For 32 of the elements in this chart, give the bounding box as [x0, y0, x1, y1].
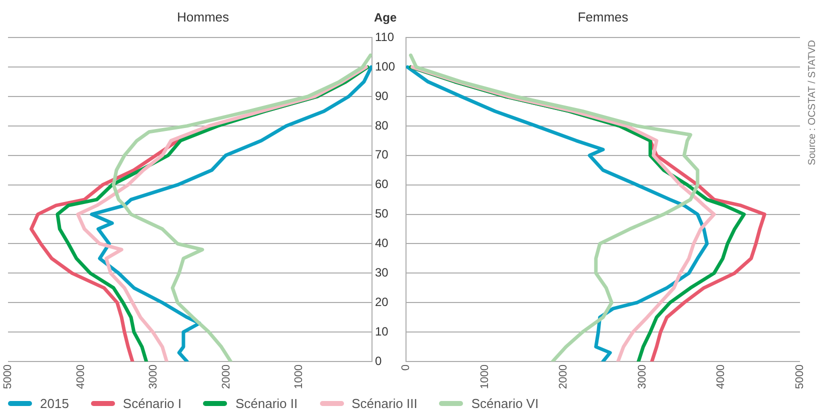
legend-label: Scénario I — [122, 396, 182, 411]
y-tick-label: 0 — [374, 354, 382, 368]
y-tick-label: 100 — [374, 59, 396, 74]
y-tick-label: 110 — [374, 30, 394, 44]
legend-label: Scénario III — [352, 396, 418, 411]
x-tick-label: 4000 — [715, 364, 728, 390]
y-tick-label: 90 — [374, 88, 389, 103]
x-tick-label: 5000 — [794, 364, 806, 390]
x-tick-label: 5000 — [2, 364, 14, 390]
x-tick-label: 3000 — [636, 364, 648, 390]
x-tick-label: 3000 — [148, 364, 160, 390]
x-tick-label: 1000 — [293, 364, 306, 390]
chart-title: Femmes — [578, 9, 629, 24]
chart-title: Hommes — [176, 9, 230, 24]
y-tick-label: 80 — [374, 118, 389, 132]
legend-label: Scénario VI — [471, 396, 539, 411]
y-tick-label: 30 — [374, 265, 389, 280]
legend-label: 2015 — [40, 396, 69, 411]
y-tick-label: 70 — [374, 148, 389, 162]
y-tick-label: 50 — [374, 206, 389, 221]
x-tick-label: 2000 — [558, 364, 570, 390]
x-tick-label: 2000 — [220, 364, 232, 390]
y-tick-label: 10 — [374, 324, 389, 338]
x-tick-label: 4000 — [74, 364, 87, 390]
y-axis-title: Age — [374, 10, 397, 24]
legend-label: Scénario II — [235, 396, 298, 411]
source-note: Source : OCSTAT / STATVD — [807, 40, 818, 166]
y-tick-label: 40 — [374, 236, 389, 250]
y-tick-label: 60 — [374, 177, 389, 192]
x-tick-label: 1000 — [478, 364, 491, 390]
x-tick-label: 0 — [400, 364, 412, 371]
y-tick-label: 20 — [374, 294, 389, 309]
